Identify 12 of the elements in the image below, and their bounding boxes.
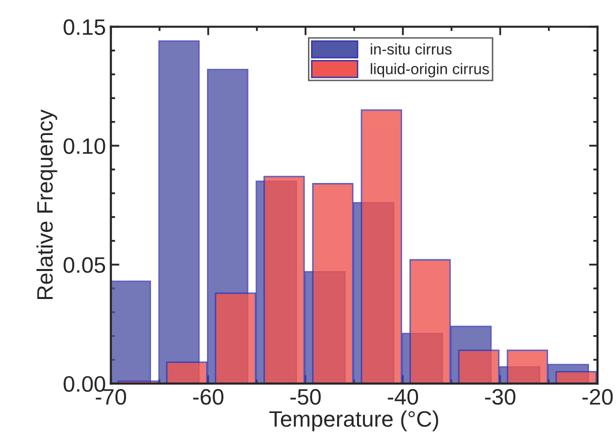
x-tick-label: -60 xyxy=(193,389,224,405)
x-tick-label: -30 xyxy=(485,389,516,405)
legend-label: liquid-origin cirrus xyxy=(370,63,489,78)
y-tick-label: 0.10 xyxy=(64,138,106,154)
x-tick-label: -40 xyxy=(388,389,418,405)
x-axis-title: Temperature (°C) xyxy=(269,410,438,432)
x-tick-label: -50 xyxy=(290,389,321,405)
y-axis-title: Relative Frequency xyxy=(36,109,58,300)
y-tick-label: 0.05 xyxy=(64,257,106,273)
legend-label: in-situ cirrus xyxy=(370,43,452,55)
x-tick-label: -20 xyxy=(582,389,613,405)
y-tick-label: 0.15 xyxy=(64,19,106,36)
